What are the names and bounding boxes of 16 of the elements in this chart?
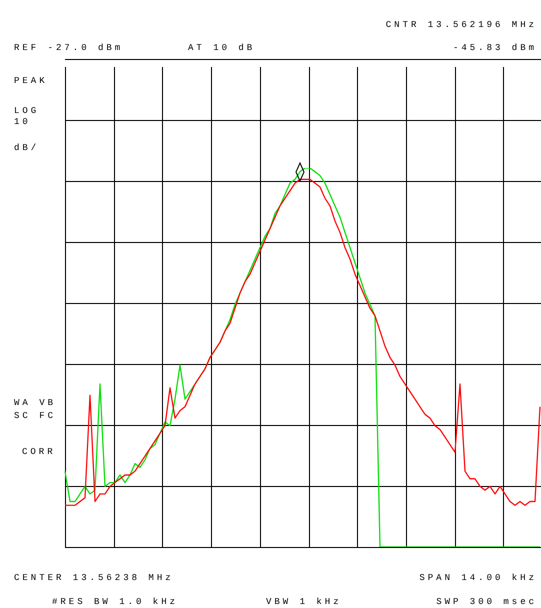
text: AT 10 dB <box>188 43 256 53</box>
text: 10 <box>14 117 31 127</box>
text: VBW 1 kHz <box>266 597 342 607</box>
text: WA VB <box>14 398 56 408</box>
text: CNTR 13.562196 MHz <box>386 20 537 30</box>
text: LOG <box>14 106 40 116</box>
text: #RES BW 1.0 kHz <box>52 597 178 607</box>
text: REF -27.0 dBm <box>14 43 124 53</box>
text: -45.83 dBm <box>452 43 537 53</box>
text: PEAK <box>14 76 48 86</box>
text: CENTER 13.56238 MHz <box>14 573 174 583</box>
text: dB/ <box>14 143 40 153</box>
text: SWP 300 msec <box>436 597 537 607</box>
text: CORR <box>22 447 56 457</box>
text: SC FC <box>14 411 56 421</box>
text: SPAN 14.00 kHz <box>419 573 537 583</box>
